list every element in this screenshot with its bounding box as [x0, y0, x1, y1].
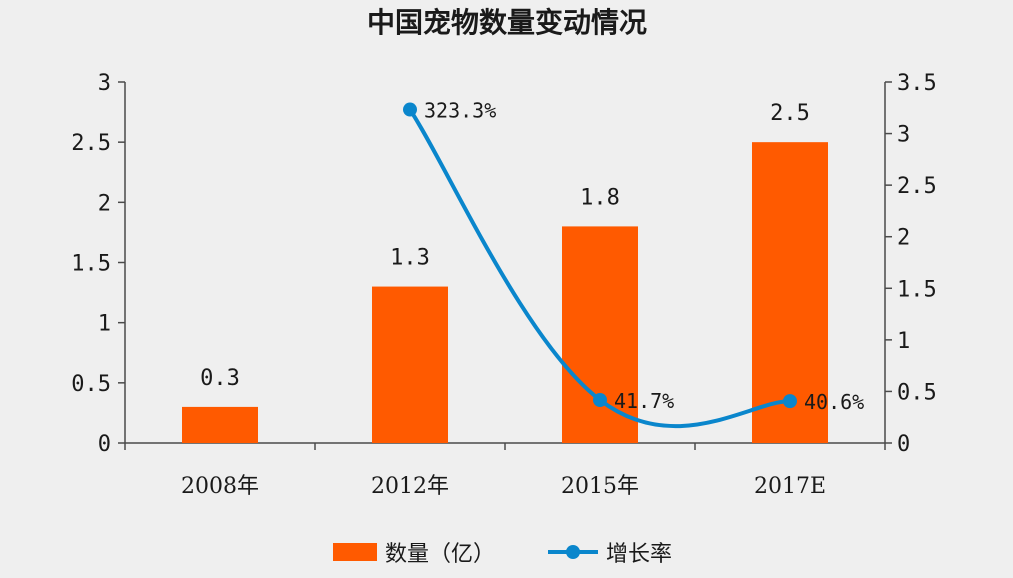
legend: 数量（亿） 增长率 [333, 542, 672, 567]
growth-rate-point [783, 394, 797, 409]
bar [182, 406, 258, 443]
y-right-tick-label: 1.5 [897, 277, 937, 302]
line-series: 323.3% 41.7% 40.6% [403, 99, 864, 429]
y-right-tick-label: 3.5 [897, 71, 937, 96]
bar [372, 286, 448, 443]
x-tick-label: 2012年 [371, 474, 449, 499]
y-left-tick-label: 2 [98, 191, 111, 216]
legend-label-line: 增长率 [606, 542, 672, 567]
legend-marker-line [566, 545, 580, 559]
y-left-tick-label: 0.5 [71, 372, 111, 397]
y-right-tick-label: 1 [897, 329, 910, 354]
bar [752, 142, 828, 443]
legend-swatch-bar [333, 543, 377, 561]
growth-rate-line [408, 108, 791, 429]
bar-data-label: 1.3 [390, 246, 430, 271]
y-left-tick-label: 2.5 [71, 131, 111, 156]
bar-data-label: 2.5 [770, 101, 810, 126]
growth-rate-point [403, 102, 417, 117]
legend-label-bar: 数量（亿） [385, 542, 495, 567]
bar-series: 0.3 1.3 1.8 2.5 [182, 101, 828, 443]
y-right-tick-label: 3 [897, 123, 910, 148]
x-tick-label: 2015年 [561, 474, 639, 499]
x-tick-label: 2017E [754, 474, 826, 499]
chart-title: 中国宠物数量变动情况 [367, 6, 647, 39]
y-left-tick-label: 0 [98, 432, 111, 457]
y-right-tick-label: 2 [897, 226, 910, 251]
growth-rate-label: 40.6% [804, 390, 864, 414]
y-left-tick-label: 1.5 [71, 252, 111, 277]
y-right-tick-label: 0 [897, 432, 910, 457]
bar-data-label: 0.3 [200, 366, 240, 391]
growth-rate-label: 323.3% [424, 99, 496, 123]
bar-data-label: 1.8 [580, 185, 620, 210]
x-tick-label: 2008年 [181, 474, 259, 499]
axes: 0 0.5 1 1.5 2 2.5 3 0 0.5 1 1.5 2 2.5 3 3.5 2008年 2012年 2… [71, 71, 937, 499]
y-right-tick-label: 0.5 [897, 380, 937, 405]
y-left-tick-label: 1 [98, 312, 111, 337]
y-right-tick-label: 2.5 [897, 174, 937, 199]
growth-rate-point [593, 392, 607, 407]
growth-rate-label: 41.7% [614, 389, 674, 413]
y-left-tick-label: 3 [98, 71, 111, 96]
